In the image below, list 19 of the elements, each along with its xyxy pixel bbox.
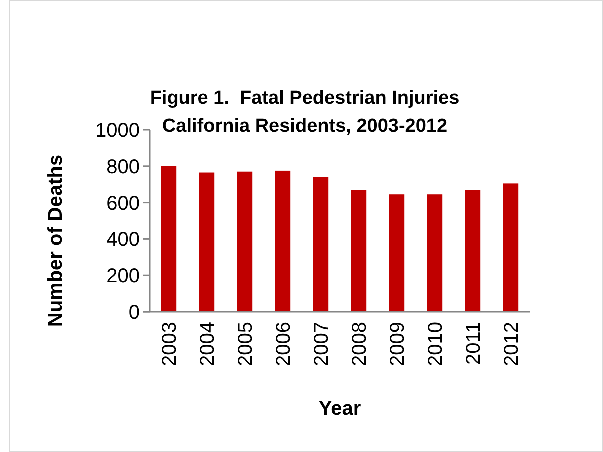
x-axis-title: Year [318, 398, 362, 420]
x-tick-label: 2005 [235, 322, 257, 366]
x-tick-label: 2010 [425, 322, 447, 366]
x-tick-label: 2003 [159, 322, 181, 366]
x-tick-label: 2009 [387, 322, 409, 366]
y-tick-label: 0 [128, 302, 140, 324]
y-tick-label: 600 [106, 192, 140, 215]
y-tick-label: 400 [106, 229, 140, 252]
x-tick-label: 2012 [501, 322, 523, 366]
x-tick-label: 2008 [349, 322, 371, 366]
chart-title: Figure 1. Fatal Pedestrian Injuries California Residents, 2003-2012 [150, 88, 460, 137]
y-tick-label: 200 [106, 266, 140, 288]
x-tick-label: 2006 [273, 322, 295, 366]
y-axis-title: Number of Deaths [45, 154, 67, 328]
x-tick-label: 2011 [463, 322, 485, 366]
y-tick-label: 1000 [96, 120, 140, 142]
x-tick-label: 2007 [311, 322, 333, 366]
y-tick-label: 800 [106, 156, 140, 178]
x-tick-label: 2004 [197, 322, 219, 366]
